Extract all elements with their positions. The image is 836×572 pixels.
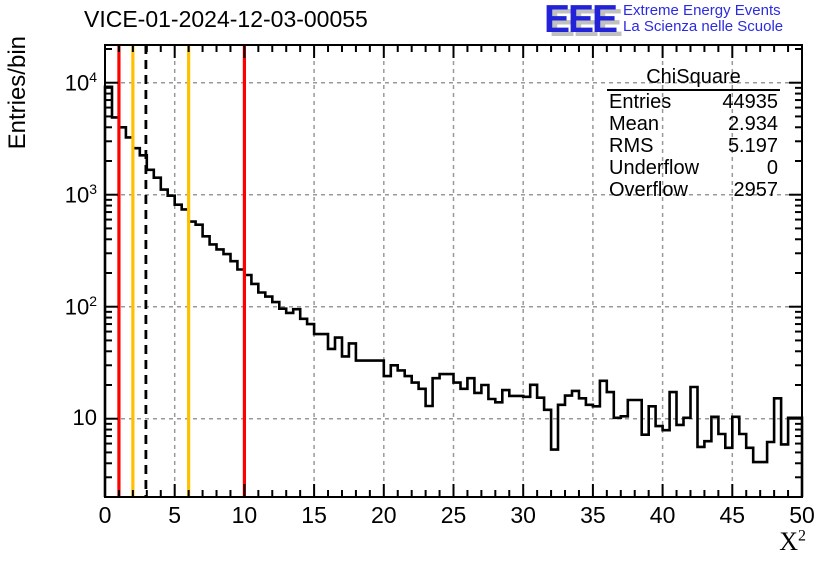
- x-tick-label: 30: [510, 502, 536, 528]
- stats-row-label: RMS: [609, 135, 654, 157]
- y-tick-label: 103: [64, 180, 97, 208]
- x-tick-label: 5: [168, 502, 182, 528]
- x-tick-label: 10: [231, 502, 258, 528]
- y-tick-label: 104: [64, 68, 97, 96]
- x-tick-label: 45: [719, 502, 746, 528]
- stats-row-value: 5.197: [727, 135, 778, 157]
- x-tick-label: 0: [98, 502, 112, 528]
- stats-row-value: 0: [766, 157, 778, 179]
- x-axis-title-base: X: [779, 527, 798, 556]
- stats-row-label: Overflow: [609, 179, 688, 201]
- x-axis-title: X2: [746, 527, 806, 557]
- y-tick-label: 102: [64, 292, 97, 320]
- stats-row-label: Underflow: [609, 157, 700, 179]
- histogram-line: [103, 85, 804, 497]
- x-tick-label: 15: [301, 502, 327, 528]
- x-tick-label: 25: [440, 502, 467, 528]
- x-tick-label: 35: [580, 502, 606, 528]
- stats-row-label: Entries: [609, 91, 672, 113]
- eee-logo-mark: EEE: [544, 0, 618, 41]
- y-tick-label: 10: [72, 404, 97, 430]
- stats-row-value: 44935: [722, 91, 778, 113]
- stats-box-title: ChiSquare: [607, 66, 780, 91]
- eee-logo-line1: Extreme Energy Events: [623, 2, 781, 19]
- eee-logo-text: Extreme Energy Events La Scienza nelle S…: [623, 1, 783, 35]
- stats-row-value: 2.934: [727, 113, 778, 135]
- plot-title: VICE-01-2024-12-03-00055: [84, 6, 368, 32]
- x-tick-label: 40: [649, 502, 676, 528]
- stats-row: Entries 44935: [607, 91, 780, 113]
- stats-row-value: 2957: [733, 179, 779, 201]
- eee-logo-line2: La Scienza nelle Scuole: [623, 18, 784, 35]
- stats-row: Mean 2.934: [607, 113, 780, 135]
- y-axis-title: Entries/bin: [4, 36, 31, 150]
- stats-row: RMS 5.197: [607, 135, 780, 157]
- stats-row: Underflow 0: [607, 157, 780, 179]
- stats-rows: Entries 44935 Mean 2.934 RMS 5.197 Underflow 0 O…: [607, 91, 780, 201]
- stats-row-label: Mean: [609, 113, 660, 135]
- stats-box: ChiSquare Entries 44935 Mean 2.934 RMS 5.197 U…: [607, 66, 780, 201]
- eee-logo: EEE Extreme Energy Events La Scienza nel…: [544, 0, 783, 41]
- x-tick-label: 20: [371, 502, 397, 528]
- x-tick-label: 50: [789, 502, 815, 528]
- stats-row: Overflow 2957: [607, 179, 780, 201]
- x-axis-title-exponent: 2: [798, 527, 806, 545]
